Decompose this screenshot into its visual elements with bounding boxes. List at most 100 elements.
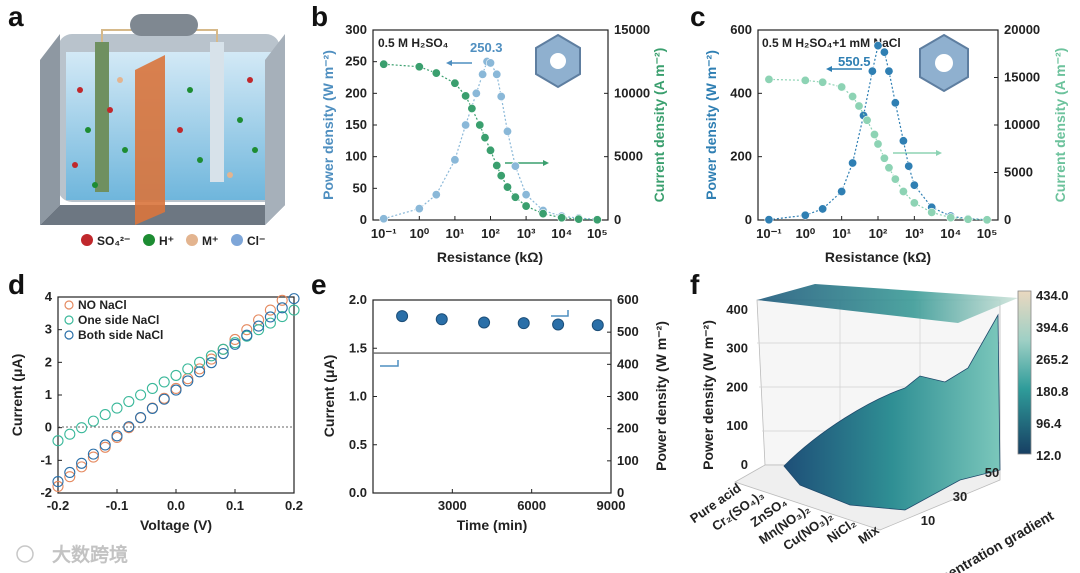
colorbar-tick-label: 180.8 — [1036, 384, 1069, 399]
chart-d-xlabel: Voltage (V) — [140, 517, 212, 533]
y2-tick-label: 300 — [617, 389, 639, 404]
iv-data-point — [111, 430, 123, 442]
panel-label-c: c — [690, 1, 706, 32]
chart-b-xlabel: Resistance (kΩ) — [437, 249, 543, 265]
iv-data-point — [276, 294, 288, 306]
b-data-point — [450, 155, 460, 165]
y-tick-label: 50 — [353, 180, 367, 195]
b-data-point — [538, 209, 548, 219]
b-data-point — [467, 104, 477, 114]
iv-data-point — [123, 421, 135, 433]
y-tick-label: 100 — [345, 149, 367, 164]
c-data-point — [800, 75, 810, 85]
c-data-point — [879, 153, 889, 163]
iv-data-point — [253, 324, 265, 336]
iv-data-point — [276, 311, 288, 323]
legend-label-one-side: One side NaCl — [78, 313, 159, 327]
b-data-point — [431, 68, 441, 78]
y2-tick-label: 0 — [617, 485, 624, 500]
b-data-point — [478, 69, 488, 79]
y-tick-label: 0.5 — [349, 437, 367, 452]
x-tick-label: 10⁰ — [409, 226, 429, 241]
y2-tick-label: 5000 — [614, 149, 643, 164]
iv-data-point — [146, 382, 158, 395]
iv-data-point — [135, 411, 147, 424]
panel-label-d: d — [8, 269, 25, 300]
b-data-point — [492, 161, 502, 171]
iv-data-point — [64, 466, 76, 478]
electrode-right — [210, 42, 224, 182]
y-tick-label: 1 — [45, 387, 52, 402]
chart-b-annotation: 0.5 M H₂SO₄ — [378, 36, 449, 50]
x-tick-label: 0.2 — [285, 498, 303, 513]
iv-data-point — [146, 402, 158, 414]
c-data-point — [879, 47, 889, 57]
legend-marker-one-side — [64, 315, 74, 325]
y2-tick-label: 20000 — [1004, 22, 1040, 37]
colorbar-tick-label: 96.4 — [1036, 416, 1062, 431]
chart-b-arrowhead-left — [446, 60, 452, 66]
iv-data-point — [52, 435, 64, 447]
chart-e-ylabel: Current (μA) — [321, 355, 337, 437]
chart-c-xlabel: Resistance (kΩ) — [825, 249, 931, 265]
c-data-point — [800, 210, 810, 220]
x-tick-label: 10¹ — [446, 226, 465, 241]
c-data-point — [854, 101, 864, 111]
y-tick-label: 1.0 — [349, 389, 367, 404]
b-data-point — [521, 190, 531, 200]
c-data-point — [890, 98, 900, 108]
y-tick-label: -2 — [40, 485, 52, 500]
legend-dot-proton — [143, 234, 155, 246]
iv-data-point — [194, 363, 206, 375]
y-tick-label: 250 — [345, 54, 367, 69]
c-data-point — [764, 215, 774, 225]
y-tick-label: 0 — [360, 212, 367, 227]
cell-tank-front — [40, 34, 60, 225]
x-tick-label: 0.1 — [226, 498, 244, 513]
b-data-point — [379, 59, 389, 69]
y-tick-label: 300 — [345, 22, 367, 37]
iv-data-point — [64, 428, 76, 440]
c-data-point — [867, 66, 877, 76]
iv-data-point — [205, 353, 217, 365]
panel-label-b: b — [311, 1, 328, 32]
chart-d-ylabel: Current (μA) — [9, 354, 25, 436]
iv-data-point — [64, 471, 76, 483]
b-series-line-1 — [383, 63, 598, 221]
c-data-point — [904, 161, 914, 171]
y2-tick-label: 0 — [614, 212, 621, 227]
b-data-point — [414, 204, 424, 214]
b-data-point — [450, 78, 460, 88]
x-tick-label: 10⁴ — [551, 226, 572, 241]
colorbar-tick-label: 434.0 — [1036, 288, 1069, 303]
b-data-point — [502, 126, 512, 136]
c-data-point — [898, 187, 908, 197]
iv-data-point — [52, 480, 64, 493]
c-data-point — [873, 41, 883, 51]
chart-d-legend: NO NaCl One side NaCl Both side NaCl — [64, 298, 163, 342]
b-data-point — [496, 171, 506, 181]
c-data-point — [890, 174, 900, 184]
chart-f-ylabel: Concentration gradient — [915, 507, 1057, 573]
x-tick-label: 10⁵ — [977, 226, 998, 241]
iv-data-point — [276, 302, 288, 314]
b-data-point — [502, 182, 512, 192]
x-tick-label: 10⁵ — [587, 226, 608, 241]
b-series-line-0 — [383, 60, 598, 220]
watermark-icon — [16, 545, 34, 563]
x-tick-label: 10¹ — [832, 226, 851, 241]
iv-data-point — [76, 422, 88, 434]
legend-dot-sulfate — [81, 234, 93, 246]
z-tick-label: 200 — [726, 379, 748, 394]
chart-b-inset — [535, 33, 581, 89]
x-tick-label: 10⁻¹ — [756, 226, 782, 241]
iv-data-point — [170, 369, 182, 381]
b-data-point — [496, 92, 506, 102]
c-data-point — [884, 163, 894, 173]
legend-label-metal: M⁺ — [202, 234, 218, 248]
iv-data-point — [217, 343, 229, 355]
iv-data-point — [253, 314, 265, 326]
power-data-point — [396, 310, 409, 323]
chart-f-surface — [783, 313, 1001, 511]
load-cylinder — [130, 14, 198, 36]
